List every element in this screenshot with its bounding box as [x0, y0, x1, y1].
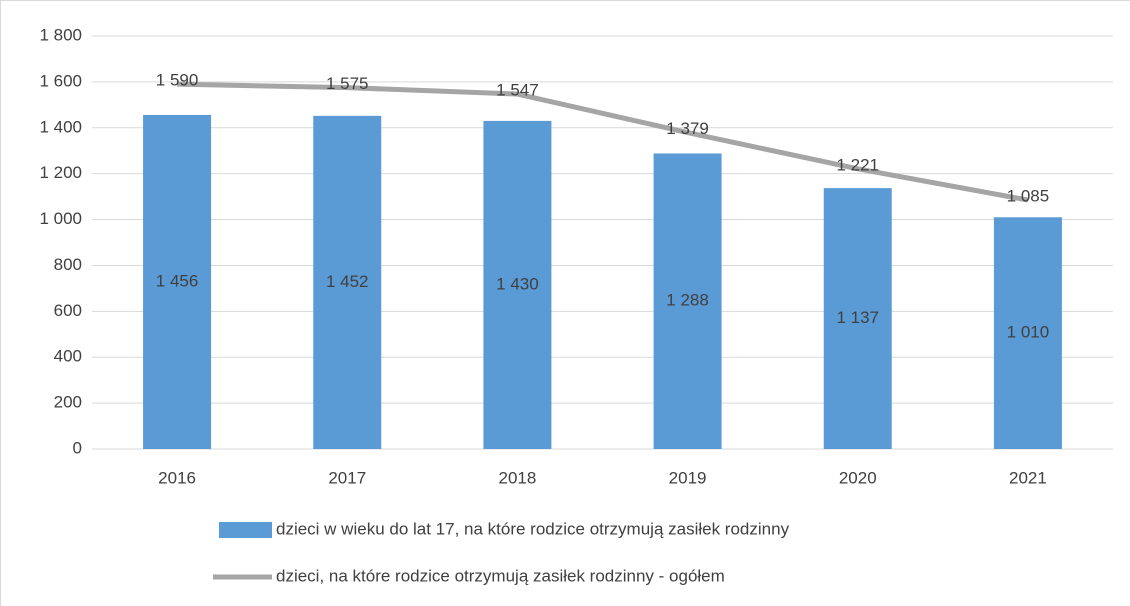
legend-swatch — [219, 522, 272, 538]
line-value-label: 1 575 — [326, 74, 369, 93]
legend-label: dzieci w wieku do lat 17, na które rodzi… — [276, 519, 790, 538]
y-tick-label: 1 600 — [39, 71, 82, 90]
bar — [993, 217, 1062, 449]
y-tick-label: 1 200 — [39, 163, 82, 182]
legend-label: dzieci, na które rodzice otrzymują zasił… — [276, 566, 725, 585]
bar — [483, 120, 552, 450]
y-tick-label: 1 400 — [39, 117, 82, 136]
line-value-label: 1 085 — [1007, 187, 1050, 206]
bar — [653, 153, 722, 449]
x-tick-label: 2016 — [158, 468, 196, 487]
bar — [823, 188, 892, 449]
bar-value-label: 1 430 — [496, 274, 539, 293]
y-tick-label: 1 000 — [39, 209, 82, 228]
y-tick-label: 400 — [54, 347, 82, 366]
bar — [313, 115, 382, 449]
line-value-label: 1 221 — [836, 155, 879, 174]
line — [177, 81, 1029, 203]
y-tick-label: 1 800 — [39, 25, 82, 44]
line-value-label: 1 547 — [496, 81, 539, 100]
bar-value-label: 1 137 — [836, 308, 879, 327]
bar-value-label: 1 452 — [326, 272, 369, 291]
line-value-label: 1 590 — [156, 71, 199, 90]
bar-value-label: 1 456 — [156, 271, 199, 290]
x-tick-label: 2020 — [839, 468, 877, 487]
bar-value-label: 1 010 — [1007, 323, 1050, 342]
y-tick-label: 0 — [73, 438, 82, 457]
line-value-label: 1 379 — [666, 119, 709, 138]
y-tick-label: 600 — [54, 301, 82, 320]
y-tick-label: 200 — [54, 393, 82, 412]
bar-value-label: 1 288 — [666, 291, 709, 310]
x-tick-label: 2018 — [499, 468, 537, 487]
bar — [143, 114, 212, 449]
x-tick-label: 2021 — [1009, 468, 1047, 487]
x-tick-label: 2019 — [669, 468, 707, 487]
x-tick-label: 2017 — [328, 468, 366, 487]
y-tick-label: 800 — [54, 255, 82, 274]
